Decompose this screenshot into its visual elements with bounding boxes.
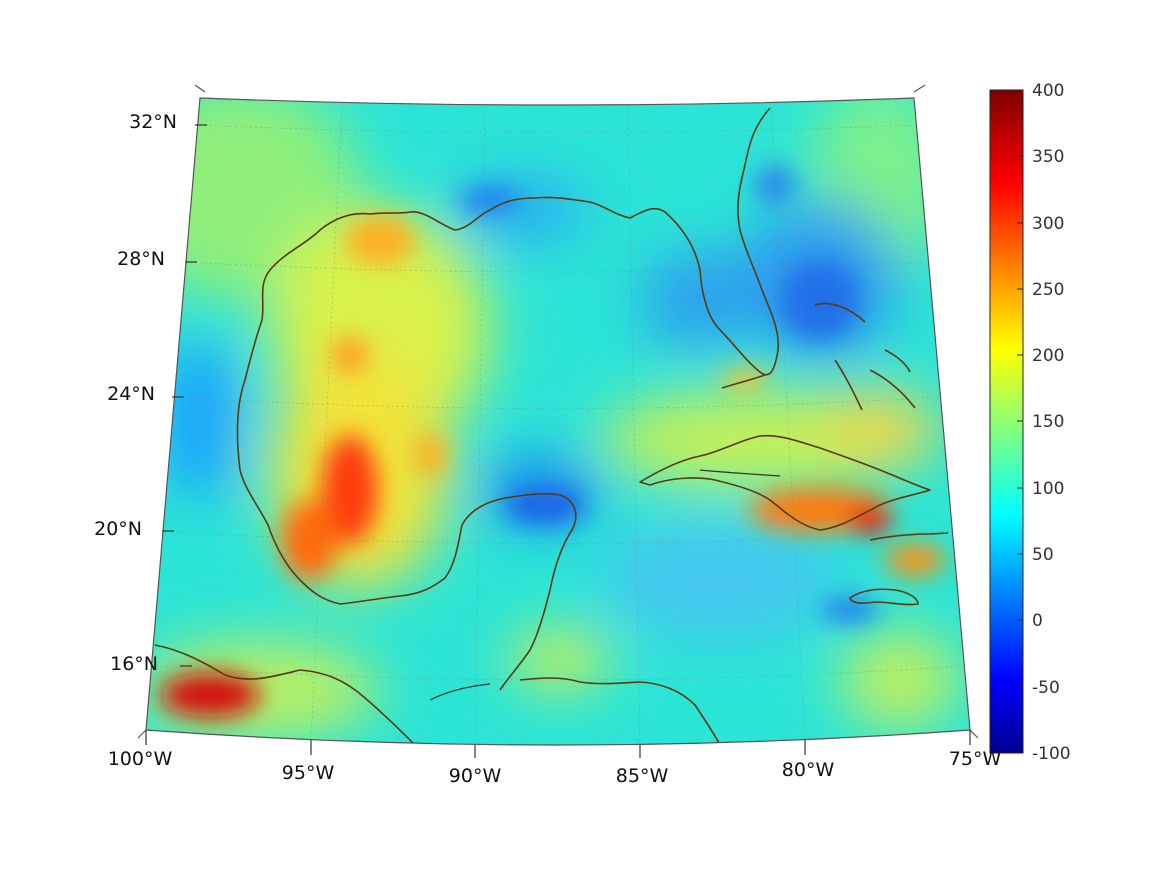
colorbar-label-400: 400 [1032,81,1064,101]
lat-label-24n: 24°N [107,383,155,405]
florida-keys [721,374,766,389]
map-frame-outer [137,84,979,739]
central-america-coast [519,677,721,745]
colorbar-label-150: 150 [1032,412,1064,432]
country-borders [429,469,781,701]
lat-label-32n: 32°N [129,111,177,133]
lon-label-75w: 75°W [949,748,1002,770]
gulf-coast-north [236,107,780,471]
lon-label-80w: 80°W [782,759,835,781]
lon-label-95w: 95°W [282,762,335,784]
axis-ticks [145,124,971,758]
colorbar-label-200: 200 [1032,346,1064,366]
longitude-labels: 100°W 95°W 90°W 85°W 80°W 75°W [108,748,1002,787]
hispaniola [869,532,949,541]
colorbar-label-0: 0 [1032,611,1043,631]
lat-label-20n: 20°N [94,518,142,540]
colorbar: 400 350 300 250 200 150 100 50 0 -50 -10… [989,81,1071,764]
pacific-coast [154,644,416,745]
colorbar-label-300: 300 [1032,214,1064,234]
colorbar-label-50: 50 [1032,545,1054,565]
colorbar-label-350: 350 [1032,147,1064,167]
map-frame [145,97,971,746]
coastlines [154,107,949,745]
anomaly-field [146,98,970,745]
lon-label-100w: 100°W [108,748,173,770]
jamaica [849,588,919,606]
lon-label-90w: 90°W [449,765,502,787]
lat-label-16n: 16°N [110,653,158,675]
bahamas [814,302,916,411]
gulf-coast-mexico [239,469,577,691]
lat-label-28n: 28°N [117,248,165,270]
latitude-labels: 16°N 20°N 24°N 28°N 32°N [94,111,177,675]
cuba [639,434,931,531]
colorbar-label-250: 250 [1032,280,1064,300]
colorbar-label-minus50: -50 [1032,678,1060,698]
lon-label-85w: 85°W [616,765,669,787]
colorbar-label-100: 100 [1032,479,1064,499]
colorbar-label-minus100: -100 [1032,744,1071,764]
